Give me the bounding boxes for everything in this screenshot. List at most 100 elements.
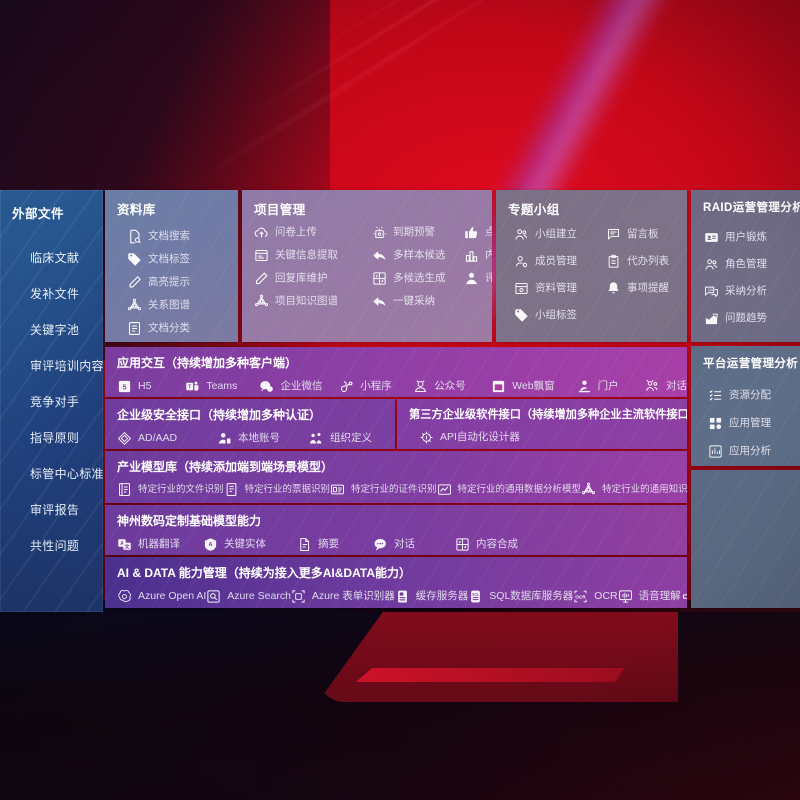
item-member-management[interactable]: 成员管理 <box>514 254 606 269</box>
item-doc-tag[interactable]: 文档标签 <box>127 248 238 271</box>
item-material-management[interactable]: 资料管理 <box>514 281 606 296</box>
item-ocr[interactable]: OCR OCR <box>573 589 618 604</box>
item-doc-classify[interactable]: 文档分类 <box>127 317 238 340</box>
item-user-training[interactable]: 用户锻炼 <box>704 224 800 251</box>
item-questionnaire-upload[interactable]: 问卷上传 <box>254 225 372 240</box>
sidebar-item-clinical-literature[interactable]: 临床文献 <box>30 251 80 265</box>
item-label: 成员管理 <box>535 255 577 268</box>
svg-text:SQL: SQL <box>472 592 479 596</box>
item-group-tag[interactable]: 小组标签 <box>514 308 606 323</box>
item-adoption-analysis[interactable]: QA 采纳分析 <box>704 278 800 305</box>
item-official-account[interactable]: 公众号 <box>413 379 491 394</box>
item-teams[interactable]: T Teams <box>185 379 259 394</box>
doc-list-icon <box>127 321 142 336</box>
item-label: 应用分析 <box>729 444 771 457</box>
card-group-title: 专题小组 <box>508 203 560 217</box>
item-file-recognition[interactable]: 特定行业的文件识别 <box>117 482 224 497</box>
item-dialog[interactable]: 对话 <box>645 379 687 394</box>
band-aidata-title: AI & DATA 能力管理（持续为接入更多AI&DATA能力） <box>117 566 411 580</box>
item-local-account[interactable]: 本地账号 <box>217 431 309 446</box>
item-label: AD/AAD <box>138 432 178 445</box>
item-label: 缓存服务器 <box>415 590 469 603</box>
bell-icon <box>606 281 621 296</box>
item-reply-library-maintain[interactable]: 回复库维护 <box>254 271 372 286</box>
item-highlight[interactable]: 高亮提示 <box>127 271 238 294</box>
item-chat[interactable]: 对话 <box>373 537 455 552</box>
item-due-alert[interactable]: 到期预警 <box>372 225 464 240</box>
item-data-analysis-model[interactable]: 特定行业的通用数据分析模型 <box>437 482 581 497</box>
item-group-create[interactable]: 小组建立 <box>514 227 606 242</box>
item-message-board[interactable]: 留言板 <box>606 227 687 242</box>
item-summary[interactable]: 摘要 <box>297 537 373 552</box>
item-doc-search[interactable]: 文档搜索 <box>127 225 238 248</box>
item-api-designer[interactable]: API自动化设计器 <box>419 430 520 445</box>
item-issue-trend[interactable]: 问题趋势 <box>704 305 800 332</box>
item-idcard-recognition[interactable]: 特定行业的证件识别 <box>330 482 437 497</box>
item-one-click-adopt[interactable]: 一键采纳 <box>372 294 464 309</box>
item-knowledge-graph-model[interactable]: 特定行业的通用知识图谱模型 <box>581 482 687 497</box>
item-miniprogram[interactable]: 小程序 <box>339 379 413 394</box>
item-label: 本地账号 <box>238 432 280 445</box>
item-key-entity[interactable]: A 关键实体 <box>203 537 297 552</box>
item-h5[interactable]: 5 H5 <box>117 379 185 394</box>
item-org-define[interactable]: 组织定义 <box>309 431 372 446</box>
sidebar-item-standards-center[interactable]: 标管中心标准 <box>30 467 103 481</box>
item-relation-graph[interactable]: 关系图谱 <box>127 294 238 317</box>
dialog-icon <box>645 379 660 394</box>
item-web-window[interactable]: Web飘窗 <box>491 379 576 394</box>
clipboard-list-icon <box>606 254 621 269</box>
entity-a-icon: A <box>203 537 218 552</box>
item-event-reminder[interactable]: 事项提醒 <box>606 281 687 296</box>
item-resource-allocation[interactable]: 资源分配 <box>708 381 800 409</box>
item-azure-openai[interactable]: Azure Open AI <box>117 589 206 604</box>
item-reviewer-profile[interactable]: 评审员画像 <box>464 271 492 286</box>
item-thanks-like[interactable]: 点赞感谢 <box>464 225 492 240</box>
sidebar-item-common-issues[interactable]: 共性问题 <box>30 539 80 553</box>
sidebar-item-competitors[interactable]: 竞争对手 <box>30 395 80 409</box>
back-arrow-icon <box>372 294 387 309</box>
sidebar-item-supplement-docs[interactable]: 发补文件 <box>30 287 80 301</box>
item-sql-db-server[interactable]: SQL SQL数据库服务器 <box>468 589 573 604</box>
item-cache-server[interactable]: 缓存服务器 <box>395 589 469 604</box>
item-receipt-recognition[interactable]: 特定行业的票据识别 <box>224 482 330 497</box>
sidebar-item-guidelines[interactable]: 指导原则 <box>30 431 80 445</box>
item-role-management[interactable]: 角色管理 <box>704 251 800 278</box>
item-key-info-extract[interactable]: 关键信息提取 <box>254 248 372 263</box>
svg-text:5: 5 <box>123 384 127 391</box>
sidebar-item-training-content[interactable]: 审评培训内容 <box>30 359 103 373</box>
svg-text:OCR: OCR <box>576 594 587 599</box>
item-label: 回复库维护 <box>275 272 328 285</box>
item-azure-search[interactable]: Azure Search <box>206 589 291 604</box>
item-multi-sample-candidate[interactable]: 多样本候选 <box>372 248 464 263</box>
item-wecom[interactable]: 企业微信 <box>259 379 339 394</box>
item-label: 内部专家排名 <box>485 249 492 262</box>
item-portal[interactable]: 门户 <box>577 379 645 394</box>
item-label: 资料管理 <box>535 282 577 295</box>
sidebar-item-review-report[interactable]: 审评报告 <box>30 503 80 517</box>
item-todo-list[interactable]: 代办列表 <box>606 254 687 269</box>
item-label: 小组建立 <box>535 228 577 241</box>
item-project-knowledge-graph[interactable]: 项目知识图谱 <box>254 294 372 309</box>
item-app-analytics[interactable]: 应用分析 <box>708 437 800 465</box>
item-content-synthesis[interactable]: 内容合成 <box>455 537 518 552</box>
item-app-management[interactable]: 应用管理 <box>708 409 800 437</box>
person-portrait-icon <box>464 271 479 286</box>
item-ad-aad[interactable]: AD/AAD <box>117 431 217 446</box>
item-label: 问题趋势 <box>725 312 767 325</box>
item-label: 门户 <box>597 380 619 393</box>
item-label: 语音理解 <box>638 590 681 603</box>
card-library: 资料库 文档搜索 文档标签 高亮提示 关系图谱 文档分类 <box>105 190 238 342</box>
item-internal-expert-ranking[interactable]: 内部专家排名 <box>464 248 492 263</box>
item-multi-candidate-generate[interactable]: 多候选生成 <box>372 271 464 286</box>
item-speech-understanding[interactable]: 语音理解 <box>618 589 681 604</box>
band-thirdparty-title: 第三方企业级软件接口（持续增加多种企业主流软件接口） <box>409 409 687 421</box>
svg-text:T: T <box>188 385 192 391</box>
item-tts[interactable]: TTS <box>681 589 687 604</box>
item-label: Azure Search <box>227 590 291 603</box>
sidebar-item-keyword-pool[interactable]: 关键字池 <box>30 323 80 337</box>
message-board-icon <box>606 227 621 242</box>
item-azure-form-recognizer[interactable]: Azure 表单识别器 <box>291 589 395 604</box>
